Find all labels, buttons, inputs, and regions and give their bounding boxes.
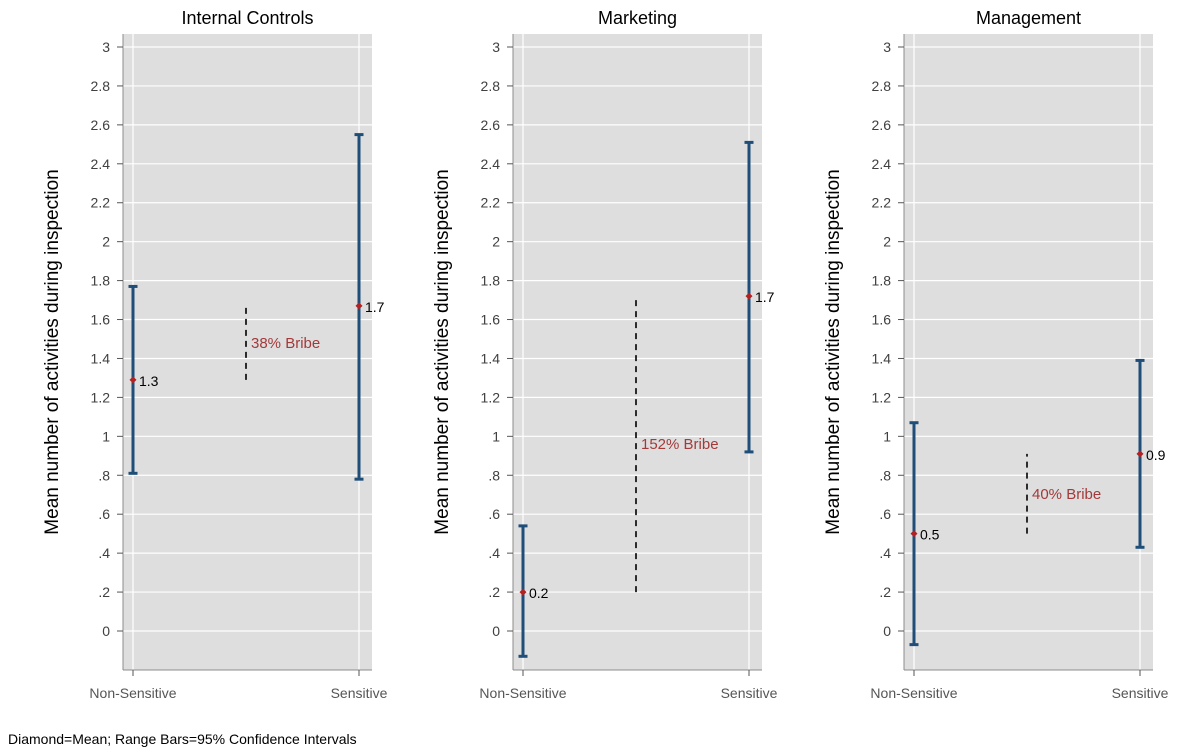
y-tick-label: .6 xyxy=(488,506,500,522)
y-tick-label: 0 xyxy=(102,623,110,639)
y-tick-label: 1.8 xyxy=(872,273,892,289)
y-tick-label: .4 xyxy=(488,545,500,561)
mean-diamond xyxy=(745,292,753,300)
y-tick-label: 2.6 xyxy=(481,117,501,133)
mean-value-label: 0.2 xyxy=(529,585,549,601)
y-tick-label: 1.4 xyxy=(872,350,892,366)
y-tick-label: 1.4 xyxy=(481,350,501,366)
y-tick-label: 2.2 xyxy=(872,195,892,211)
y-tick-label: 2.2 xyxy=(481,195,501,211)
y-tick-label: 0 xyxy=(492,623,500,639)
x-tick-label: Sensitive xyxy=(721,685,778,701)
bribe-label: 38% Bribe xyxy=(251,335,320,352)
mean-diamond xyxy=(910,530,918,538)
y-tick-label: .4 xyxy=(879,545,891,561)
y-tick-label: 2.6 xyxy=(872,117,892,133)
mean-value-label: 1.7 xyxy=(755,289,775,305)
y-tick-label: 2 xyxy=(492,234,500,250)
y-tick-label: 1 xyxy=(102,428,110,444)
y-tick-label: 1 xyxy=(883,428,891,444)
y-tick-label: 1.6 xyxy=(481,312,501,328)
y-tick-label: 2.4 xyxy=(91,156,111,172)
y-tick-label: 1.8 xyxy=(481,273,501,289)
y-axis-label: Mean number of activities during inspect… xyxy=(823,169,844,534)
x-tick-label: Non-Sensitive xyxy=(870,685,957,701)
y-tick-label: .2 xyxy=(488,584,500,600)
mean-value-label: 0.9 xyxy=(1146,447,1166,463)
mean-value-label: 1.7 xyxy=(365,299,385,315)
plot-background xyxy=(513,34,762,670)
x-tick-label: Non-Sensitive xyxy=(479,685,566,701)
y-tick-label: 1 xyxy=(492,428,500,444)
panel-title: Marketing xyxy=(598,8,677,28)
y-tick-label: 2.4 xyxy=(481,156,501,172)
chart-note: Diamond=Mean; Range Bars=95% Confidence … xyxy=(8,731,357,747)
mean-diamond xyxy=(355,302,363,310)
y-tick-label: 2.2 xyxy=(91,195,111,211)
y-axis-label: Mean number of activities during inspect… xyxy=(42,169,63,534)
y-tick-label: .6 xyxy=(98,506,110,522)
y-tick-label: .8 xyxy=(488,467,500,483)
y-tick-label: .4 xyxy=(98,545,110,561)
y-tick-label: 1.6 xyxy=(91,312,111,328)
mean-value-label: 1.3 xyxy=(139,373,159,389)
y-tick-label: 2.4 xyxy=(872,156,892,172)
plot-background xyxy=(904,34,1153,670)
y-tick-label: 0 xyxy=(883,623,891,639)
panel-title: Internal Controls xyxy=(181,8,313,28)
x-tick-label: Sensitive xyxy=(331,685,388,701)
y-tick-label: 2.6 xyxy=(91,117,111,133)
y-tick-label: .6 xyxy=(879,506,891,522)
y-tick-label: 2 xyxy=(102,234,110,250)
y-tick-label: 2 xyxy=(883,234,891,250)
y-tick-label: 3 xyxy=(102,39,110,55)
y-tick-label: 1.2 xyxy=(481,389,501,405)
y-tick-label: 1.2 xyxy=(872,389,892,405)
panel-1: 0 .2 .4 .6 .8 1 1.2 1.4 1.6 1.8 2 2.2 2.4 2.6 2.8 3 Non-… xyxy=(42,8,388,701)
mean-value-label: 0.5 xyxy=(920,527,940,543)
mean-diamond xyxy=(129,376,137,384)
y-tick-label: .8 xyxy=(98,467,110,483)
y-tick-label: 1.4 xyxy=(91,350,111,366)
y-tick-label: .2 xyxy=(98,584,110,600)
y-tick-label: .8 xyxy=(879,467,891,483)
panel-title: Management xyxy=(976,8,1081,28)
mean-diamond xyxy=(1136,450,1144,458)
y-tick-label: 3 xyxy=(883,39,891,55)
mean-diamond xyxy=(519,588,527,596)
y-tick-label: 3 xyxy=(492,39,500,55)
x-tick-label: Non-Sensitive xyxy=(89,685,176,701)
bribe-label: 152% Bribe xyxy=(641,436,719,453)
x-tick-label: Sensitive xyxy=(1112,685,1169,701)
y-axis-label: Mean number of activities during inspect… xyxy=(432,169,453,534)
bribe-label: 40% Bribe xyxy=(1032,486,1101,503)
plot-background xyxy=(123,34,372,670)
y-tick-label: .2 xyxy=(879,584,891,600)
panel-2: 0.2.4.6.811.21.41.61.822.22.42.62.83Non-… xyxy=(432,8,778,701)
y-tick-label: 1.8 xyxy=(91,273,111,289)
panel-3: 0 .2 .4 .6 .8 1 1.2 1.4 1.6 1.8 2 2.2 2.4 2.6 2.8 3 Non-… xyxy=(823,8,1169,701)
y-tick-label: 2.8 xyxy=(91,78,111,94)
y-tick-label: 1.6 xyxy=(872,312,892,328)
y-tick-label: 2.8 xyxy=(481,78,501,94)
y-tick-label: 1.2 xyxy=(91,389,111,405)
y-tick-label: 2.8 xyxy=(872,78,892,94)
